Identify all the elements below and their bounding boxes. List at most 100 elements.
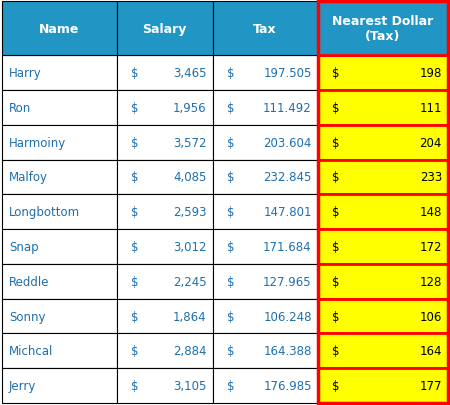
Bar <box>318 368 448 403</box>
Text: $: $ <box>131 136 139 149</box>
Bar <box>318 334 448 368</box>
Text: 203.604: 203.604 <box>263 136 312 149</box>
Text: 2,884: 2,884 <box>173 345 207 358</box>
Bar <box>318 160 448 195</box>
Bar <box>2 264 117 299</box>
Text: Malfoy: Malfoy <box>9 171 48 184</box>
Bar <box>212 264 318 299</box>
Bar <box>2 334 117 368</box>
Text: 3,465: 3,465 <box>173 67 207 80</box>
Text: 3,572: 3,572 <box>173 136 207 149</box>
Text: Ron: Ron <box>9 102 31 115</box>
Text: 1,864: 1,864 <box>173 310 207 323</box>
Bar <box>212 56 318 91</box>
Text: 1,956: 1,956 <box>173 102 207 115</box>
Bar <box>2 299 117 334</box>
Bar <box>117 299 212 334</box>
Bar <box>318 56 448 91</box>
Text: Longbottom: Longbottom <box>9 206 80 219</box>
Text: $: $ <box>131 67 139 80</box>
Bar <box>2 56 117 91</box>
Text: 106.248: 106.248 <box>263 310 312 323</box>
Bar <box>117 56 212 91</box>
Bar <box>318 91 448 126</box>
Text: $: $ <box>332 345 339 358</box>
Bar <box>318 2 448 403</box>
Text: 147.801: 147.801 <box>263 206 312 219</box>
Text: 2,593: 2,593 <box>173 206 207 219</box>
Bar <box>212 126 318 160</box>
Text: $: $ <box>226 102 234 115</box>
Text: 198: 198 <box>419 67 442 80</box>
Text: Harry: Harry <box>9 67 42 80</box>
Bar <box>2 91 117 126</box>
Text: $: $ <box>332 206 339 219</box>
Bar <box>2 195 117 230</box>
Text: 197.505: 197.505 <box>263 67 312 80</box>
Text: $: $ <box>131 206 139 219</box>
Text: $: $ <box>131 241 139 254</box>
Text: 164: 164 <box>419 345 442 358</box>
Text: $: $ <box>332 136 339 149</box>
Bar <box>212 195 318 230</box>
Text: $: $ <box>226 345 234 358</box>
Bar <box>117 195 212 230</box>
Text: 3,105: 3,105 <box>173 379 207 392</box>
Bar <box>212 299 318 334</box>
Bar <box>212 368 318 403</box>
Bar <box>2 230 117 264</box>
Text: 111.492: 111.492 <box>263 102 312 115</box>
Text: 106: 106 <box>419 310 442 323</box>
Text: $: $ <box>226 241 234 254</box>
Text: $: $ <box>226 379 234 392</box>
Text: $: $ <box>332 241 339 254</box>
Bar <box>2 126 117 160</box>
Text: Sonny: Sonny <box>9 310 45 323</box>
Bar <box>318 299 448 334</box>
Text: 3,012: 3,012 <box>173 241 207 254</box>
Text: Reddle: Reddle <box>9 275 50 288</box>
Bar <box>2 160 117 195</box>
Text: $: $ <box>332 379 339 392</box>
Bar <box>212 230 318 264</box>
Text: $: $ <box>226 310 234 323</box>
Text: Snap: Snap <box>9 241 39 254</box>
Bar <box>2 2 117 56</box>
Bar <box>117 264 212 299</box>
Text: 232.845: 232.845 <box>263 171 312 184</box>
Bar <box>318 264 448 299</box>
Bar <box>117 368 212 403</box>
Text: $: $ <box>131 275 139 288</box>
Text: $: $ <box>332 310 339 323</box>
Bar <box>117 160 212 195</box>
Text: 111: 111 <box>419 102 442 115</box>
Text: $: $ <box>226 275 234 288</box>
Bar <box>117 230 212 264</box>
Bar <box>318 230 448 264</box>
Bar <box>318 195 448 230</box>
Text: $: $ <box>332 275 339 288</box>
Text: 4,085: 4,085 <box>173 171 207 184</box>
Text: $: $ <box>226 206 234 219</box>
Bar <box>117 334 212 368</box>
Text: 204: 204 <box>419 136 442 149</box>
Text: Salary: Salary <box>143 23 187 36</box>
Text: $: $ <box>332 171 339 184</box>
Text: $: $ <box>131 171 139 184</box>
Text: $: $ <box>131 102 139 115</box>
Text: Nearest Dollar
(Tax): Nearest Dollar (Tax) <box>332 15 433 43</box>
Text: 171.684: 171.684 <box>263 241 312 254</box>
Text: Tax: Tax <box>253 23 277 36</box>
Text: $: $ <box>131 379 139 392</box>
Text: 176.985: 176.985 <box>263 379 312 392</box>
Text: 128: 128 <box>419 275 442 288</box>
Text: $: $ <box>226 171 234 184</box>
Text: $: $ <box>332 102 339 115</box>
Bar <box>2 368 117 403</box>
Bar <box>212 2 318 56</box>
Text: 177: 177 <box>419 379 442 392</box>
Text: Michcal: Michcal <box>9 345 54 358</box>
Text: $: $ <box>131 310 139 323</box>
Bar <box>117 91 212 126</box>
Text: Harmoiny: Harmoiny <box>9 136 66 149</box>
